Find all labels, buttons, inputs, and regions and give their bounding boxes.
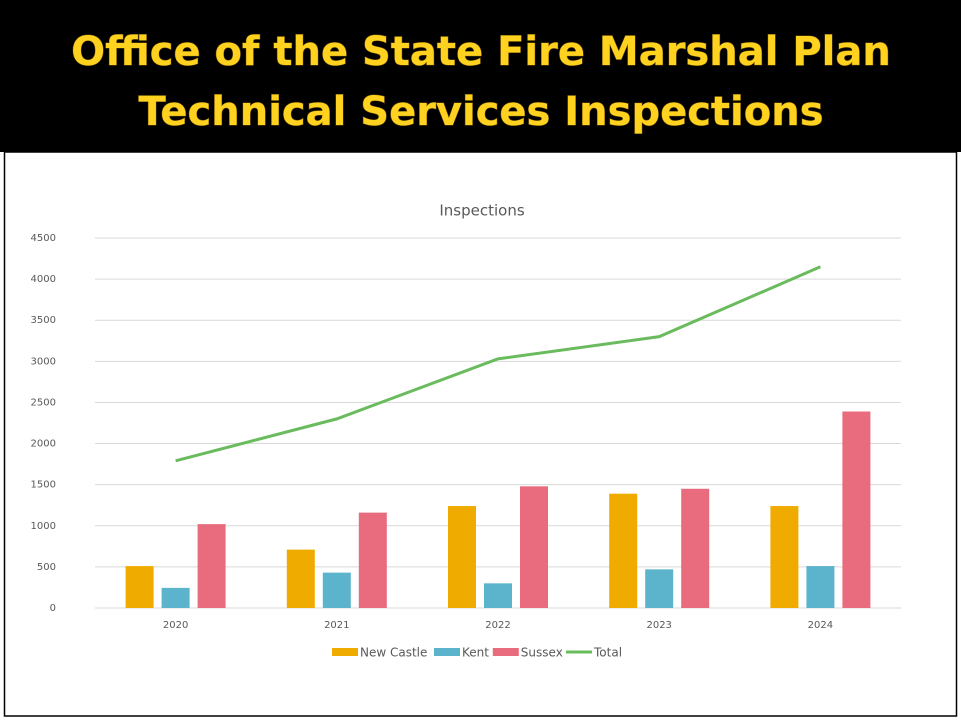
x-tick-label: 2023 — [646, 620, 671, 631]
bar — [484, 583, 512, 608]
legend-label: Total — [593, 646, 622, 660]
bar — [358, 512, 387, 608]
bar — [520, 486, 548, 608]
legend-swatch — [332, 648, 358, 656]
bar — [842, 411, 871, 608]
y-tick-label: 1000 — [31, 521, 56, 532]
bar — [125, 566, 154, 608]
legend-label: Kent — [462, 646, 489, 660]
y-tick-label: 3000 — [31, 356, 56, 367]
bar — [322, 572, 351, 608]
y-tick-label: 2500 — [31, 397, 56, 408]
bar — [645, 569, 674, 608]
frame — [3, 151, 958, 717]
y-tick-label: 4000 — [31, 274, 56, 285]
bar — [806, 566, 835, 608]
x-tick-label: 2020 — [163, 620, 188, 631]
bar — [448, 506, 476, 608]
legend-label: Sussex — [521, 646, 563, 660]
y-tick-label: 0 — [50, 603, 56, 614]
y-tick-label: 4500 — [31, 233, 56, 244]
header-band — [0, 0, 961, 152]
chart-title: Inspections — [439, 202, 524, 220]
x-tick-label: 2021 — [324, 620, 349, 631]
y-tick-label: 500 — [37, 562, 56, 573]
bar — [161, 587, 190, 608]
bar — [197, 524, 226, 608]
legend-label: New Castle — [360, 646, 427, 660]
legend-swatch — [492, 648, 519, 656]
line — [175, 265, 821, 463]
y-tick-label: 3500 — [31, 315, 56, 326]
legend-swatch — [434, 648, 460, 656]
x-tick-label: 2024 — [808, 620, 833, 631]
header-line: Technical Services Inspections — [138, 89, 823, 135]
y-tick-label: 2000 — [31, 439, 56, 450]
bar — [770, 506, 799, 608]
bar — [681, 488, 710, 608]
header-line: Office of the State Fire Marshal Plan — [71, 29, 891, 75]
bar — [609, 493, 638, 608]
y-tick-label: 1500 — [31, 480, 56, 491]
x-tick-label: 2022 — [485, 620, 510, 631]
bar — [286, 549, 315, 608]
